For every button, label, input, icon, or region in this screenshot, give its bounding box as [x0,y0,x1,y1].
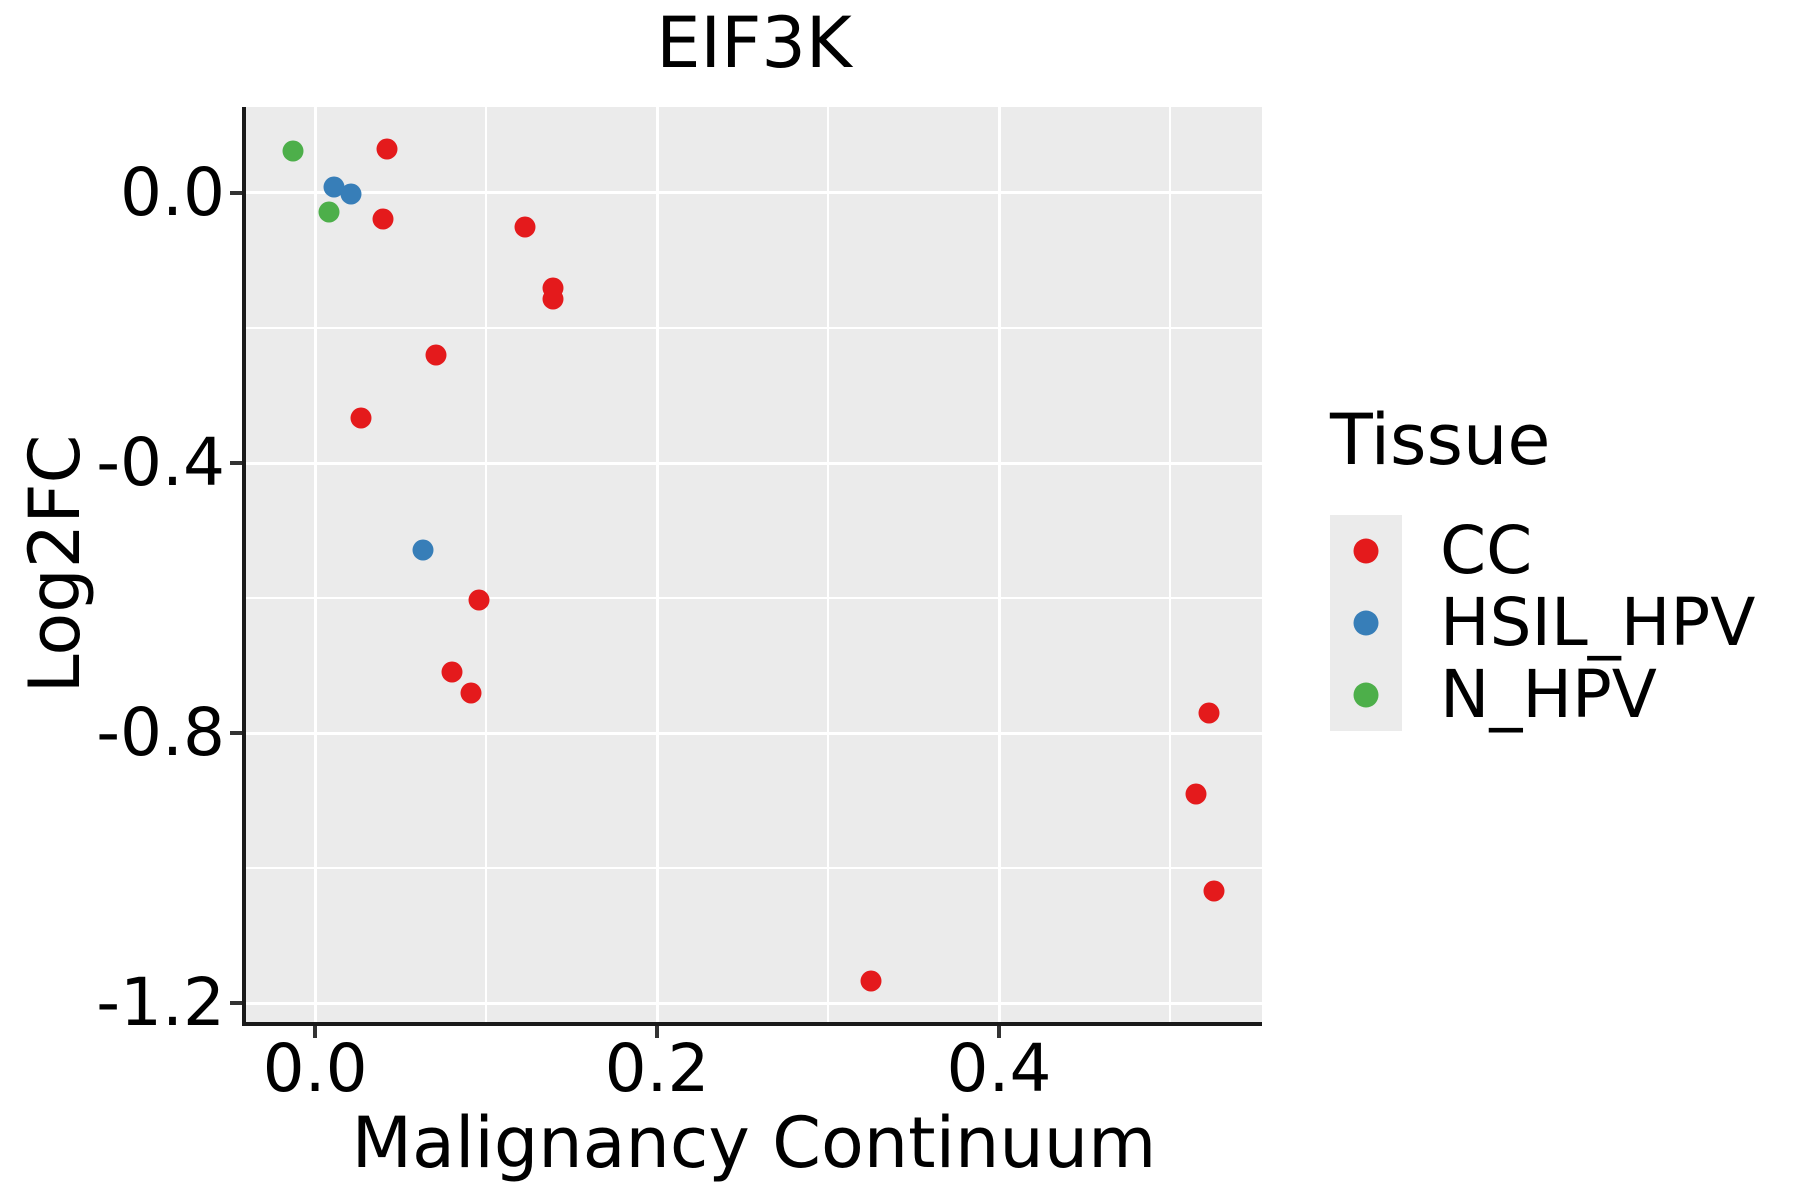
legend-entry-n_hpv: N_HPV [1330,659,1755,731]
major-gridline-y [246,731,1262,735]
data-point-cc [860,970,882,992]
x-tick-label: 0.0 [262,1030,368,1107]
y-tick-label: -1.2 [96,964,225,1042]
major-gridline-y [246,1001,1262,1005]
legend-label: HSIL_HPV [1440,584,1756,661]
y-tick-mark [230,1001,242,1006]
legend-label: CC [1440,512,1533,589]
y-tick-label: 0.0 [120,153,225,231]
x-tick-mark [997,1026,1002,1038]
y-tick-label: -0.4 [96,424,225,501]
data-point-cc [460,682,482,704]
data-point-cc [514,216,536,238]
y-tick-mark [230,190,242,195]
data-point-n_hpv [318,201,340,223]
legend-dot-icon [1353,682,1379,708]
data-point-hsil_hpv [323,176,345,198]
minor-gridline-x [485,107,488,1022]
minor-gridline-y [246,597,1262,599]
legend-key [1330,515,1402,587]
legend: Tissue CC HSIL_HPV N_HPV [1330,405,1755,731]
data-point-cc [542,288,564,310]
x-tick-label: 0.2 [604,1030,710,1107]
legend-key [1330,587,1402,659]
legend-dot-icon [1353,610,1379,636]
minor-gridline-x [1169,107,1171,1022]
data-point-n_hpv [282,140,304,162]
legend-dot-icon [1353,538,1379,564]
chart-title: EIF3K [656,2,852,84]
minor-gridline-x [827,107,830,1022]
data-point-cc [1185,783,1207,805]
minor-gridline-y [246,867,1262,870]
major-gridline-y [246,461,1262,465]
plot-panel [246,107,1262,1022]
major-gridline-y [246,191,1262,195]
y-tick-label: -0.8 [96,694,225,772]
major-gridline-x [655,107,659,1022]
legend-label: N_HPV [1440,656,1657,733]
data-point-cc [425,344,447,366]
data-point-hsil_hpv [412,539,434,561]
y-tick-mark [230,461,242,465]
legend-key [1330,659,1402,731]
data-point-hsil_hpv [340,183,362,205]
major-gridline-x [313,107,317,1022]
legend-entries: CC HSIL_HPV N_HPV [1330,515,1755,731]
minor-gridline-y [246,327,1262,329]
data-point-cc [372,208,394,230]
x-tick-mark [655,1026,660,1038]
data-point-cc [468,589,490,611]
data-point-cc [376,138,398,160]
x-axis-spine [242,1022,1262,1026]
data-point-cc [350,407,372,429]
major-gridline-x [997,107,1001,1022]
y-axis-label: Log2FC [14,434,96,694]
y-tick-mark [230,731,242,736]
x-axis-label: Malignancy Continuum [351,1102,1157,1184]
legend-entry-hsil_hpv: HSIL_HPV [1330,587,1755,659]
legend-title: Tissue [1330,399,1551,481]
data-point-cc [441,661,463,683]
data-point-cc [1203,880,1225,902]
data-point-cc [1198,702,1220,724]
x-tick-label: 0.4 [946,1030,1052,1107]
legend-entry-cc: CC [1330,515,1755,587]
y-axis-spine [242,107,246,1026]
x-tick-mark [313,1026,318,1038]
